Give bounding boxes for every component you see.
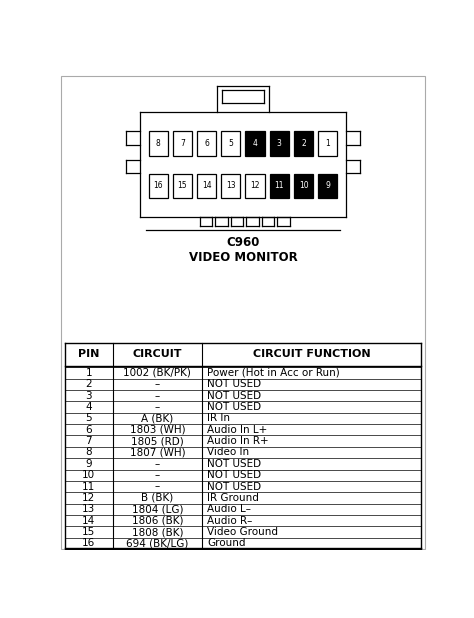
Text: 10: 10 [82,470,95,480]
Text: Audio In L+: Audio In L+ [208,425,268,435]
Bar [270,174,289,198]
Text: 1804 (LG): 1804 (LG) [132,504,183,514]
Text: 15: 15 [177,182,187,190]
Bar [197,131,216,156]
Text: 13: 13 [226,182,236,190]
Text: 4: 4 [253,138,257,148]
Bar [246,174,264,198]
Text: –: – [155,402,160,412]
Bar [148,131,168,156]
Text: NOT USED: NOT USED [208,459,262,469]
Text: 12: 12 [250,182,260,190]
Text: C960: C960 [226,235,260,248]
Text: 7: 7 [85,436,92,446]
Text: 6: 6 [85,425,92,435]
Text: VIDEO MONITOR: VIDEO MONITOR [189,251,297,264]
Text: 7: 7 [180,138,185,148]
Text: PIN: PIN [78,349,100,360]
Bar [221,131,240,156]
Text: 1805 (RD): 1805 (RD) [131,436,184,446]
Text: 5: 5 [85,413,92,423]
Text: 2: 2 [301,138,306,148]
Bar [294,131,313,156]
Bar [173,131,192,156]
Text: A (BK): A (BK) [141,413,173,423]
Text: 16: 16 [153,182,163,190]
Text: –: – [155,459,160,469]
Text: 6: 6 [204,138,209,148]
Text: 1002 (BK/PK): 1002 (BK/PK) [123,368,191,378]
Text: 1808 (BK): 1808 (BK) [132,527,183,537]
Text: NOT USED: NOT USED [208,481,262,491]
Text: –: – [155,379,160,389]
Text: 9: 9 [325,182,330,190]
Text: IR In: IR In [208,413,230,423]
Text: 16: 16 [82,538,95,548]
Text: CIRCUIT: CIRCUIT [133,349,182,360]
Text: Video Ground: Video Ground [208,527,278,537]
Text: Video In: Video In [208,447,250,457]
Bar [318,174,337,198]
Text: 5: 5 [228,138,233,148]
Text: 14: 14 [202,182,211,190]
Text: CIRCUIT FUNCTION: CIRCUIT FUNCTION [253,349,370,360]
Text: 9: 9 [85,459,92,469]
Text: –: – [155,481,160,491]
Bar [197,174,216,198]
Text: 1803 (WH): 1803 (WH) [129,425,185,435]
Bar [270,131,289,156]
Bar [221,174,240,198]
Bar [173,174,192,198]
Text: 1: 1 [85,368,92,378]
Text: Ground: Ground [208,538,246,548]
Text: 1807 (WH): 1807 (WH) [129,447,185,457]
Bar [318,131,337,156]
Text: –: – [155,391,160,400]
Text: 3: 3 [85,391,92,400]
Text: NOT USED: NOT USED [208,391,262,400]
Bar [148,174,168,198]
Text: Audio L–: Audio L– [208,504,252,514]
Bar [294,174,313,198]
Text: 11: 11 [82,481,95,491]
Text: 11: 11 [274,182,284,190]
Text: B (BK): B (BK) [141,493,173,503]
Text: 1: 1 [326,138,330,148]
Text: NOT USED: NOT USED [208,470,262,480]
Text: 4: 4 [85,402,92,412]
Text: NOT USED: NOT USED [208,402,262,412]
Text: 10: 10 [299,182,309,190]
Bar [246,131,264,156]
Text: 3: 3 [277,138,282,148]
Text: Audio R–: Audio R– [208,515,253,526]
Text: 1806 (BK): 1806 (BK) [132,515,183,526]
Text: 15: 15 [82,527,95,537]
Text: Power (Hot in Acc or Run): Power (Hot in Acc or Run) [208,368,340,378]
Text: 13: 13 [82,504,95,514]
Text: 694 (BK/LG): 694 (BK/LG) [126,538,189,548]
Text: IR Ground: IR Ground [208,493,259,503]
Text: 2: 2 [85,379,92,389]
Text: 12: 12 [82,493,95,503]
Text: –: – [155,470,160,480]
Text: NOT USED: NOT USED [208,379,262,389]
Text: Audio In R+: Audio In R+ [208,436,269,446]
Text: 14: 14 [82,515,95,526]
Text: 8: 8 [85,447,92,457]
Text: 8: 8 [155,138,160,148]
